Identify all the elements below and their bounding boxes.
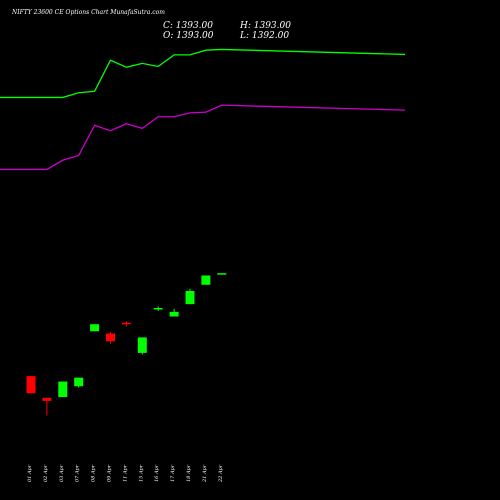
candle-body xyxy=(58,381,68,398)
candle-body xyxy=(137,337,147,353)
indicator-lines xyxy=(0,48,406,171)
candle-body xyxy=(217,273,227,275)
x-tick-label: 08 Apr xyxy=(91,464,97,482)
x-tick-label: 16 Apr xyxy=(154,464,160,482)
x-tick-label: 15 Apr xyxy=(138,464,144,482)
close-readout: C: 1393.00 xyxy=(163,21,213,31)
x-axis-labels: 01 Apr 02 Apr 03 Apr 07 Apr 08 Apr 09 Apr 11 A… xyxy=(27,464,224,483)
candle-body xyxy=(121,322,131,325)
candle-body xyxy=(42,397,52,401)
candle xyxy=(217,273,227,275)
candle xyxy=(26,376,36,394)
candle xyxy=(74,377,84,388)
candle xyxy=(185,288,195,305)
x-tick-label: 18 Apr xyxy=(186,464,192,482)
candle xyxy=(137,337,147,355)
candle xyxy=(201,275,211,285)
candle xyxy=(42,397,52,416)
candle xyxy=(121,321,131,327)
low-readout: L: 1392.00 xyxy=(239,31,289,41)
x-tick-label: 09 Apr xyxy=(107,464,113,482)
high-readout: H: 1393.00 xyxy=(239,21,291,31)
candle xyxy=(90,324,100,332)
candle-body xyxy=(169,311,179,317)
open-readout: O: 1393.00 xyxy=(163,31,214,41)
x-tick-label: 17 Apr xyxy=(170,464,176,482)
candles-group xyxy=(26,273,227,416)
candle-body xyxy=(106,333,115,342)
candle-body xyxy=(185,290,195,305)
candle-body xyxy=(26,376,36,394)
candle-body xyxy=(153,308,163,310)
candle-body xyxy=(74,377,84,387)
x-tick-label: 11 Apr xyxy=(122,464,128,482)
lower-line xyxy=(0,104,406,171)
x-tick-label: 01 Apr xyxy=(27,464,33,482)
candle-body xyxy=(90,324,100,332)
x-tick-label: 22 Apr xyxy=(218,464,224,483)
upper-line xyxy=(0,48,406,99)
candle xyxy=(169,308,179,317)
chart-title: NIFTY 23600 CE Options Chart MunafaSutra… xyxy=(11,9,165,16)
x-tick-label: 02 Apr xyxy=(43,464,49,482)
candle xyxy=(58,381,68,398)
x-tick-label: 21 Apr xyxy=(202,464,208,483)
x-tick-label: 03 Apr xyxy=(59,464,65,482)
candle xyxy=(106,332,115,344)
candle xyxy=(153,306,163,312)
x-tick-label: 07 Apr xyxy=(75,464,81,482)
candle-body xyxy=(201,275,211,285)
